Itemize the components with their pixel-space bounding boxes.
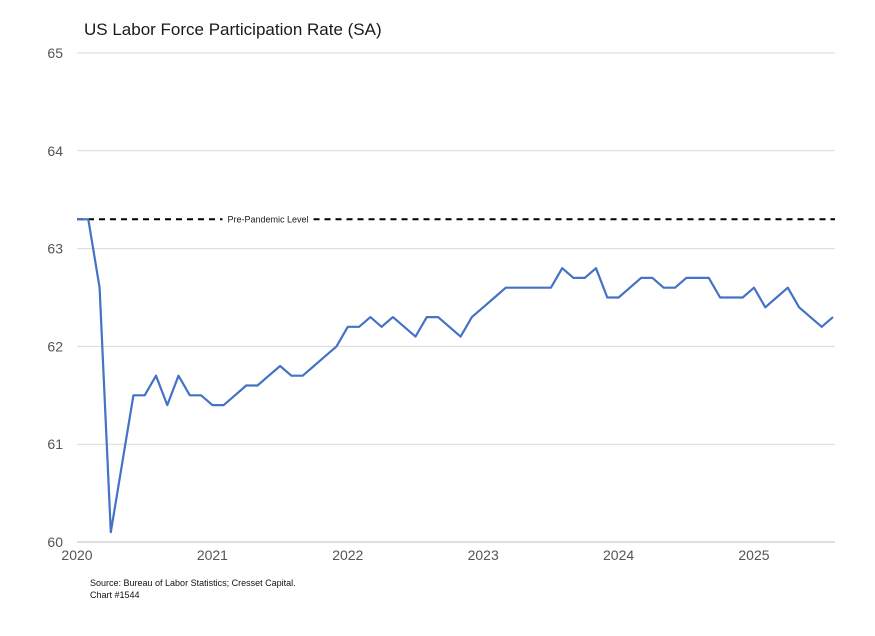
series-line [77,218,834,534]
axes: 60 61 62 63 64 65 2020 2021 2022 2023 2024 2025 [47,45,835,563]
x-tick-label: 2023 [468,547,499,563]
x-tick-label: 2022 [332,547,363,563]
source-note: Source: Bureau of Labor Statistics; Cres… [90,578,296,588]
x-tick-label: 2025 [738,547,769,563]
y-tick-label: 63 [47,241,63,257]
x-tick-label: 2024 [603,547,634,563]
x-tick-label: 2020 [61,547,92,563]
y-tick-label: 64 [47,143,63,159]
chart-id-note: Chart #1544 [90,590,140,600]
y-tick-label: 60 [47,534,63,550]
gridlines [77,52,835,445]
x-tick-label: 2021 [197,547,228,563]
y-tick-label: 65 [47,45,63,61]
reference-line-label: Pre-Pandemic Level [227,214,308,224]
reference-line-group: Pre-Pandemic Level [77,214,835,224]
series-group [77,218,834,534]
chart-title: US Labor Force Participation Rate (SA) [84,20,382,39]
y-tick-label: 61 [47,436,63,452]
y-tick-label: 62 [47,338,63,354]
